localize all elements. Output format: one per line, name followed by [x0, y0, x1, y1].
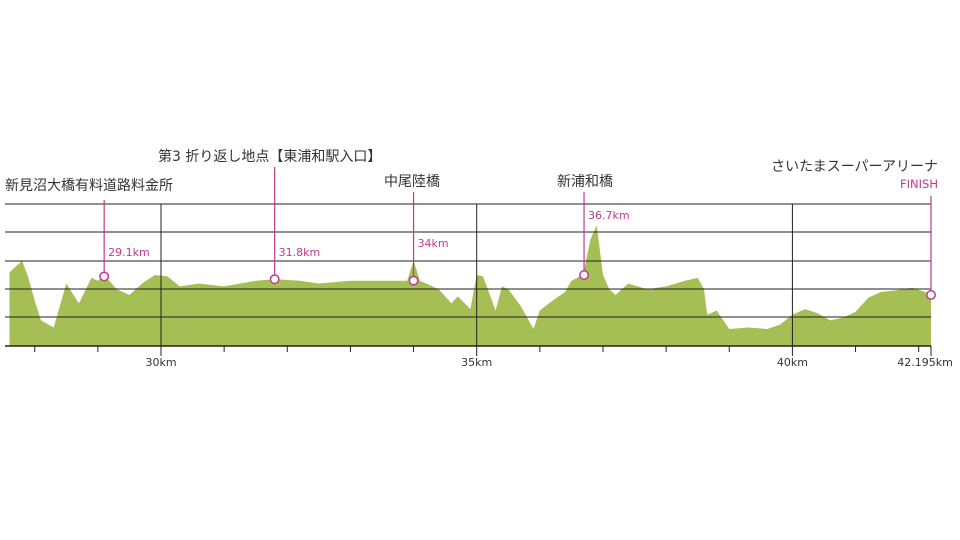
marker-distance-label: 34km	[418, 237, 449, 250]
marker-point	[269, 274, 280, 285]
marker-place-label: さいたまスーパーアリーナ	[771, 159, 938, 175]
marker-point	[99, 271, 110, 282]
marker-layer: 29.1km 新見沼大橋有料道路料金所 31.8km 第3 折り返し地点【東浦和駅入口…	[5, 148, 938, 300]
grid-layer	[5, 203, 931, 347]
marker-point	[926, 289, 936, 300]
area-layer	[9, 225, 931, 346]
x-tick-label: 35km	[461, 356, 492, 369]
marker-place-label: 中尾陸橋	[384, 174, 440, 190]
elevation-area	[9, 225, 931, 346]
x-tick-label: 40km	[777, 356, 808, 369]
marker-place-label: 第3 折り返し地点【東浦和駅入口】	[158, 148, 381, 165]
marker-distance-label: 36.7km	[588, 209, 630, 222]
tick-layer: 30km 35km 40km 42.195km	[34, 346, 953, 369]
x-tick-label: 30km	[145, 356, 176, 369]
finish-label: FINISH	[900, 177, 938, 191]
marker-point	[408, 275, 419, 286]
marker-point	[579, 270, 589, 280]
x-tick-label: 42.195km	[897, 356, 953, 369]
marker-place-label: 新浦和橋	[557, 174, 613, 190]
marker-place-label: 新見沼大橋有料道路料金所	[5, 178, 173, 194]
marker-distance-label: 31.8km	[279, 246, 321, 259]
marker-distance-label: 29.1km	[108, 246, 150, 259]
